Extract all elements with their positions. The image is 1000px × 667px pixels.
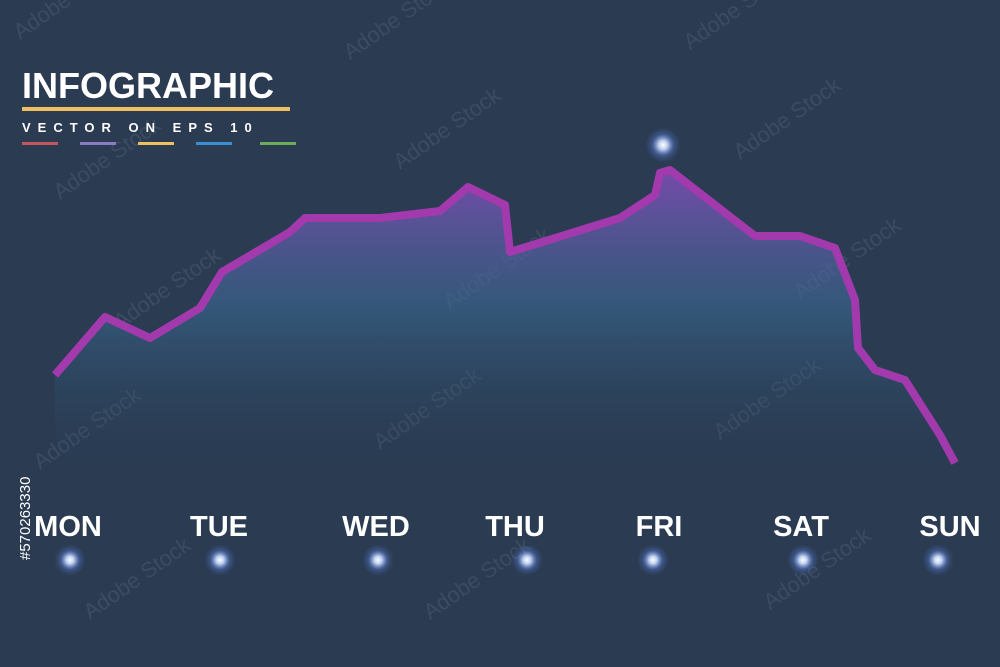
subtitle: VECTOR ON EPS 10 <box>22 120 259 135</box>
peak-glow <box>645 127 681 163</box>
color-bar <box>260 142 296 145</box>
day-dot <box>787 544 819 576</box>
day-dot <box>362 544 394 576</box>
day-dot <box>511 544 543 576</box>
day-labels: MON TUE WED THU FRI SAT SUN <box>34 511 981 576</box>
color-bar <box>196 142 232 145</box>
title: INFOGRAPHIC <box>22 65 274 106</box>
stock-id: #570263330 <box>17 477 34 560</box>
color-bar <box>22 142 58 145</box>
day-label: TUE <box>190 511 248 543</box>
area-fill <box>55 170 955 480</box>
color-bar <box>138 142 174 145</box>
day-dot <box>54 544 86 576</box>
day-label: WED <box>342 511 410 543</box>
day-label: SUN <box>919 511 980 543</box>
day-dot <box>922 544 954 576</box>
day-dot <box>204 544 236 576</box>
day-dot <box>637 544 669 576</box>
color-bars <box>22 142 296 145</box>
trend-line <box>51 166 959 465</box>
day-label: FRI <box>636 511 683 543</box>
day-label: SAT <box>773 511 829 543</box>
color-bar <box>80 142 116 145</box>
title-underline <box>22 107 290 111</box>
day-label: MON <box>34 511 102 543</box>
day-label: THU <box>485 511 545 543</box>
